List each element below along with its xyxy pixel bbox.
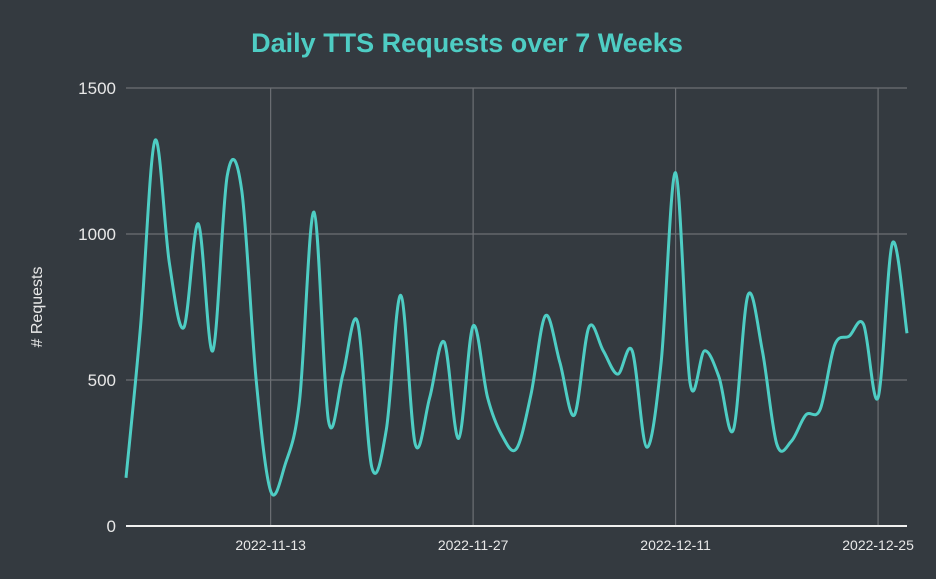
- x-tick-label: 2022-12-11: [640, 537, 711, 553]
- y-axis-label: # Requests: [29, 267, 46, 348]
- x-tick-label: 2022-11-27: [438, 537, 509, 553]
- series-line: [124, 138, 909, 497]
- y-tick-label: 1000: [78, 225, 116, 244]
- x-tick-label: 2022-11-13: [235, 537, 306, 553]
- y-tick-label: 500: [88, 371, 116, 390]
- y-tick-label: 1500: [78, 79, 116, 98]
- y-tick-label: 0: [107, 517, 116, 536]
- x-tick-label: 2022-12-25: [842, 537, 914, 553]
- chart-title: Daily TTS Requests over 7 Weeks: [251, 28, 683, 58]
